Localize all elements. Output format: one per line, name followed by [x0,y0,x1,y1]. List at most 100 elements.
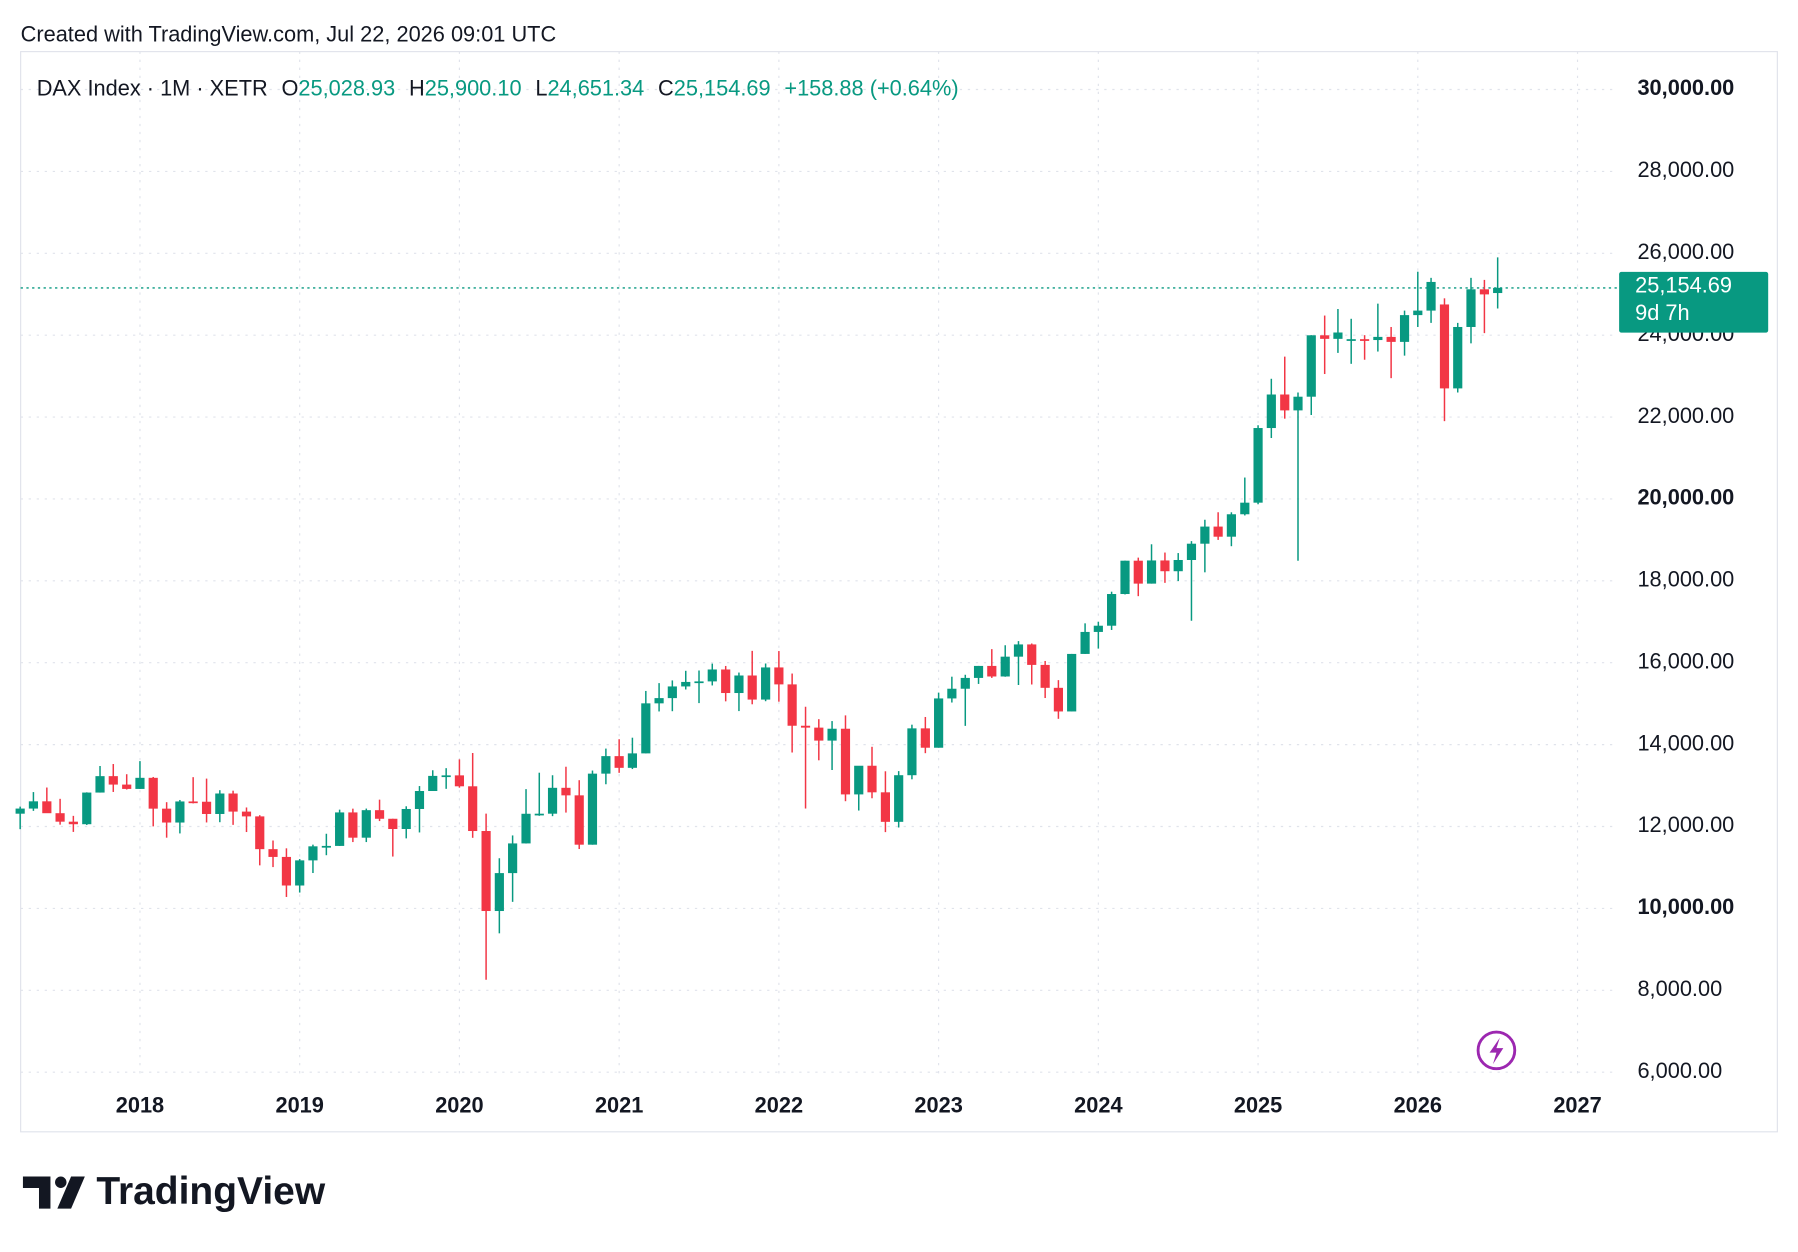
candle-body [827,728,837,741]
candle-body [1107,594,1117,626]
candle-body [162,808,172,823]
x-tick-label: 2023 [914,1092,962,1117]
candle-body [122,784,132,789]
candle-body [428,775,438,792]
y-tick-label: 30,000.00 [1637,75,1734,100]
candle-body [108,776,118,785]
candle-body [1240,502,1250,515]
x-tick-label: 2020 [435,1092,483,1117]
x-tick-label: 2018 [116,1092,164,1117]
candle-body [1399,315,1410,342]
candle-body [1173,559,1183,572]
price-tag-value: 25,154.69 [1635,272,1732,297]
candles [15,257,1503,980]
x-tick-label: 2026 [1394,1092,1442,1117]
candle-body [1213,526,1223,537]
caption: Created with TradingView.com, Jul 22, 20… [21,21,557,46]
legend: DAX Index · 1M · XETR O25,028.93 H25,900.1… [37,75,959,100]
candle-body [787,684,797,726]
candle-body [68,821,78,825]
candle-body [414,791,425,809]
candle-body [1226,514,1236,537]
candle-body [867,765,877,793]
candle-body [1146,560,1157,584]
candle-body [401,808,411,830]
candle-body [814,727,824,741]
legend-key: O [281,75,298,100]
y-tick-label: 6,000.00 [1637,1058,1722,1083]
alert-icon[interactable] [1476,1030,1517,1071]
chart-frame [20,51,1778,1133]
candle-body [854,765,864,795]
legend-value: 25,900.10 [425,75,522,100]
candle-body [374,810,385,819]
candle-body [1200,526,1210,544]
candle-body [1360,339,1370,341]
candle-body [574,795,584,845]
candle-body [934,698,944,748]
candle-body [241,811,252,817]
candle-body [321,845,331,848]
candle-body [1346,339,1356,341]
candle-body [960,677,970,689]
candle-body [388,818,398,830]
legend-change: +158.88 (+0.64%) [784,75,958,100]
candle-body [1093,625,1103,632]
candle-body [1439,304,1450,389]
axes: 6,000.00 8,000.00 10,000.00 12,000.00 14,000… [116,75,1769,1117]
candle-body [694,681,704,684]
y-tick-label: 26,000.00 [1637,239,1734,264]
candle-body [481,831,491,912]
candle-body [521,813,531,844]
candle-body [707,669,717,682]
candle-body [308,846,318,861]
grid [20,51,1617,1078]
candle-body [1293,396,1303,411]
candle-body [1120,560,1130,595]
brand-logo: TradingView [22,1170,326,1213]
price-tag-countdown: 9d 7h [1635,300,1689,325]
candle-body [28,801,39,809]
candle-body [468,786,478,832]
candle-body [627,753,637,768]
brand-name: TradingView [96,1170,326,1213]
candle-body [667,686,677,699]
candle-body [1053,687,1063,712]
legend-value: 25,154.69 [674,75,771,100]
candle-body [1133,560,1143,584]
candle-body [747,675,757,700]
candle-body [1160,560,1170,572]
candle-body [215,793,225,814]
candle-body [335,812,345,846]
candle-body [268,849,278,857]
candle-body [15,808,25,814]
x-tick-label: 2024 [1074,1092,1122,1117]
price-tag [1619,271,1769,333]
candle-body [734,675,744,694]
legend-key: C [658,75,674,100]
candle-body [255,816,265,850]
candle-body [1306,335,1316,397]
candle-body [1320,335,1330,339]
candle-body [1426,281,1436,311]
candle-body [947,688,957,699]
y-tick-label: 12,000.00 [1637,812,1734,837]
y-tick-label: 18,000.00 [1637,567,1734,592]
candle-body [721,669,731,694]
candle-body [228,793,238,812]
candle-body [654,698,664,704]
candle-body [188,801,198,804]
candle-body [601,756,611,774]
candle-body [361,810,371,838]
candle-body [1000,656,1010,677]
candle-body [534,813,544,816]
candle-body [1067,653,1077,712]
candle-body [1266,394,1276,429]
x-tick-label: 2025 [1234,1092,1282,1117]
y-tick-label: 16,000.00 [1637,648,1734,673]
candle-body [1453,326,1463,389]
candle-body [1413,310,1423,316]
y-tick-label: 14,000.00 [1637,730,1734,755]
